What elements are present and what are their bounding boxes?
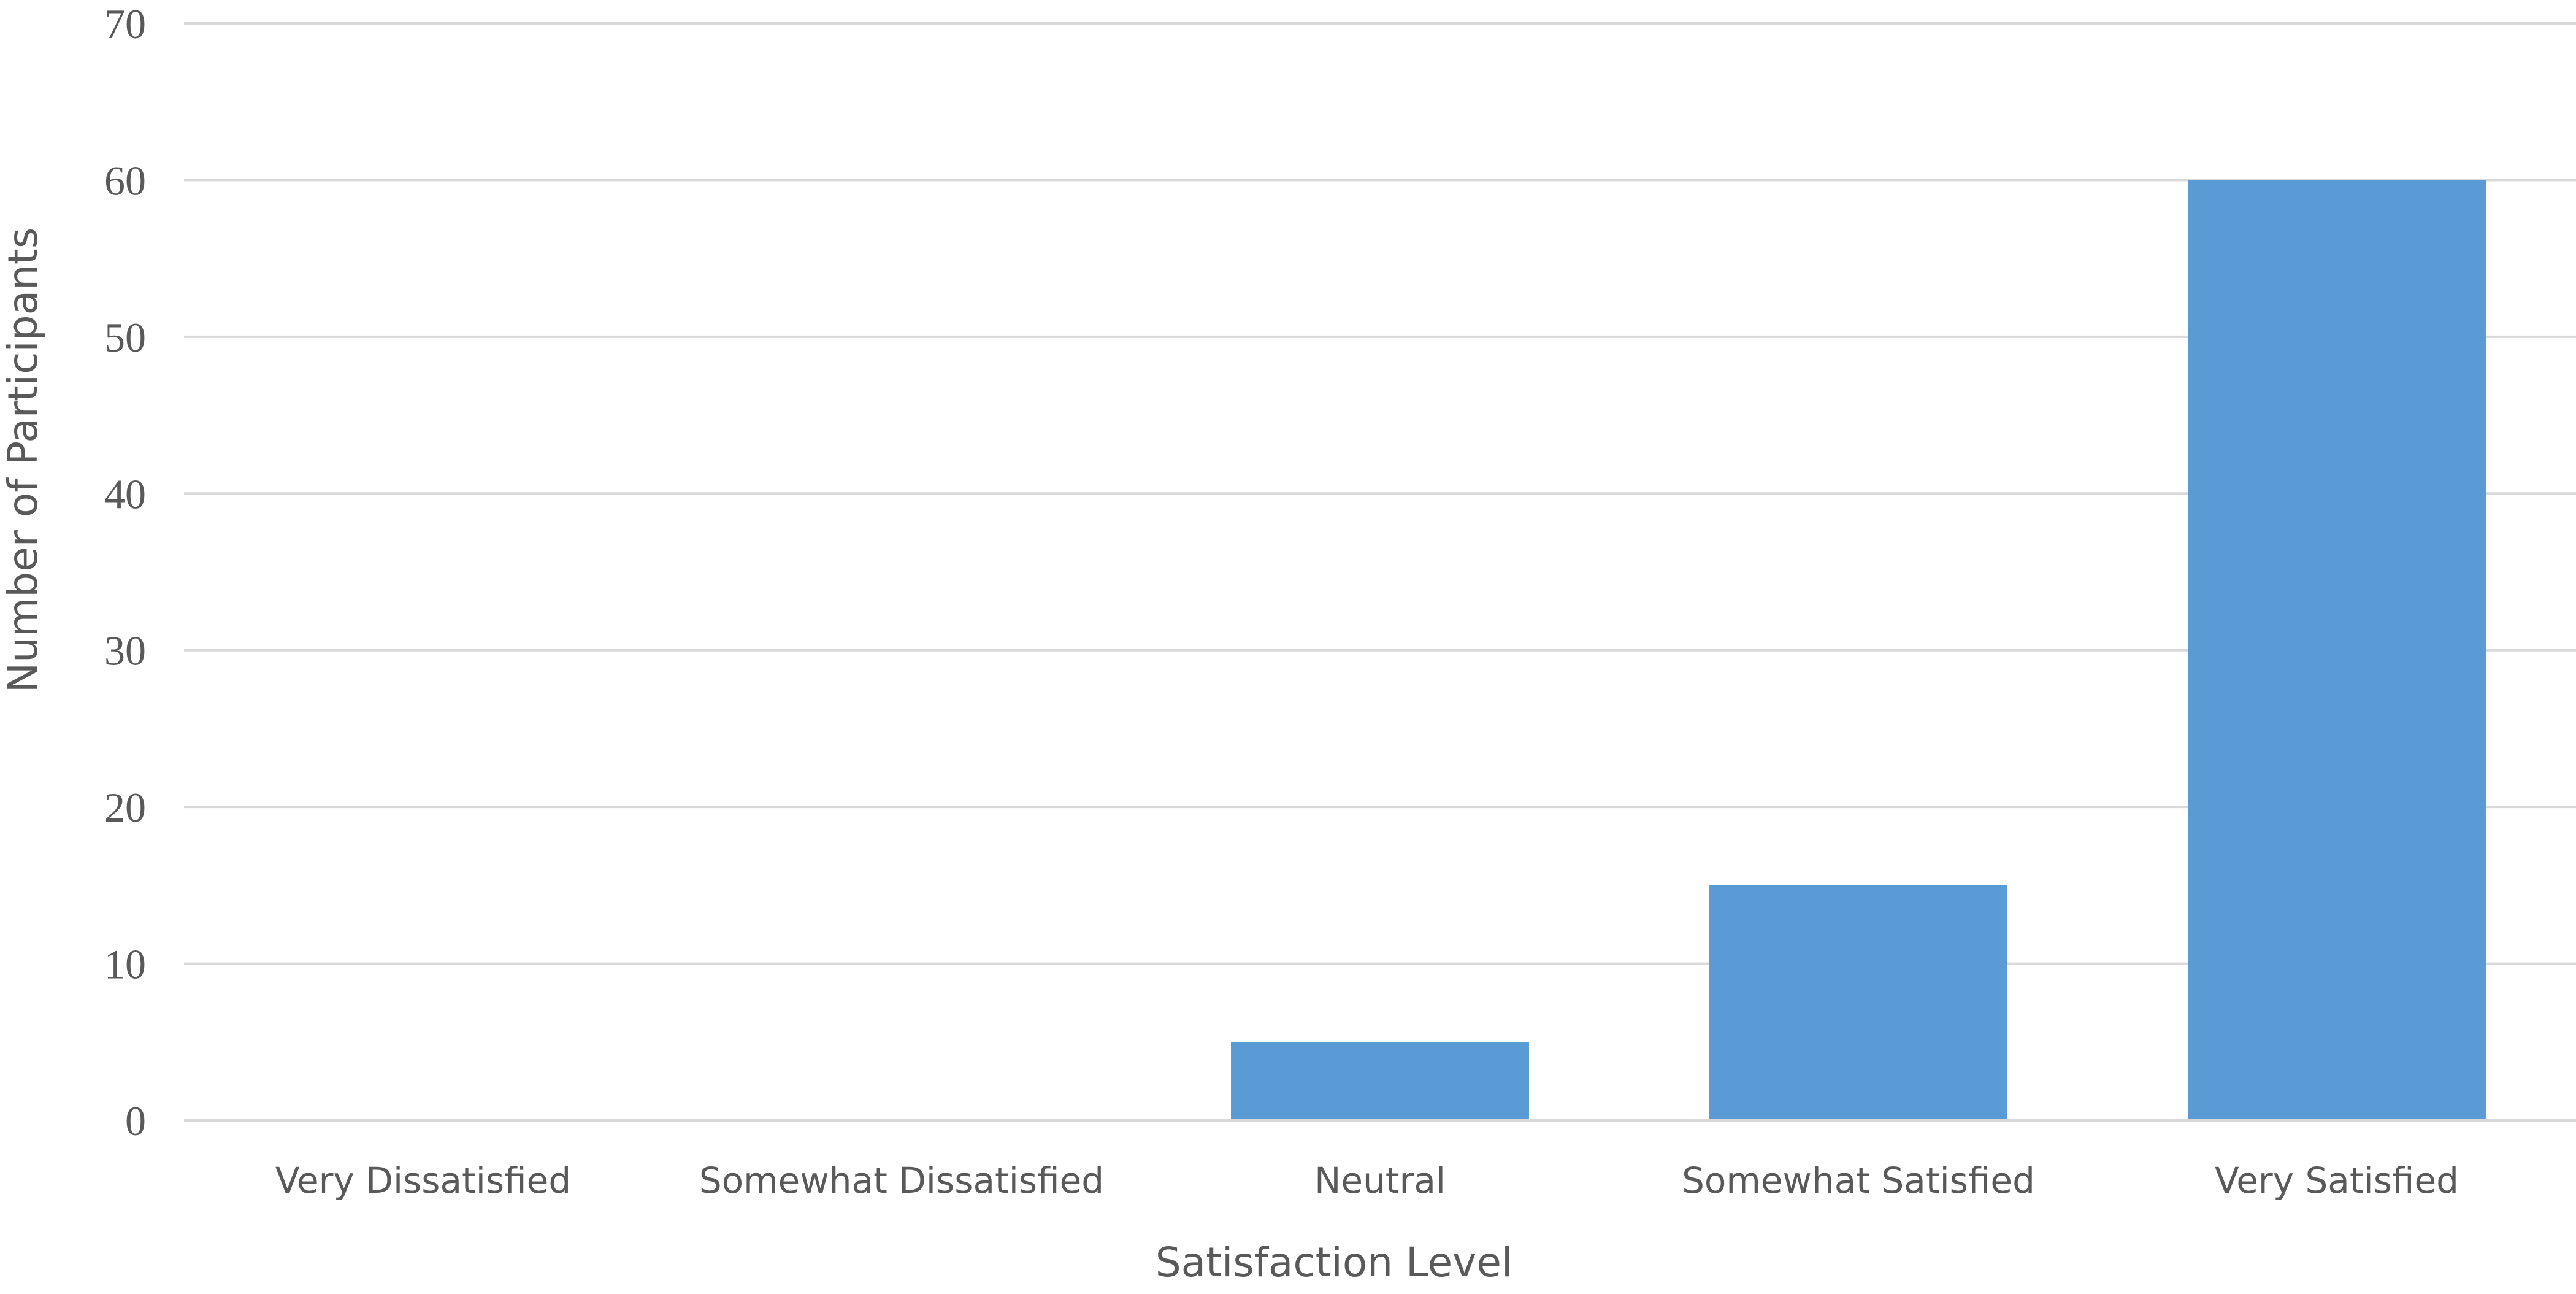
y-tick-label-50: 50 — [104, 314, 146, 361]
x-axis-tick-labels: Very Dissatisfied Somewhat Dissatisfied Ne… — [275, 1160, 2459, 1201]
y-tick-label-10: 10 — [104, 941, 146, 988]
y-tick-label-0: 0 — [125, 1098, 146, 1144]
x-tick-label-very-dissatisfied: Very Dissatisfied — [275, 1160, 571, 1201]
y-axis-tick-labels: 0 10 20 30 40 50 60 70 — [104, 1, 146, 1144]
y-tick-label-60: 60 — [104, 157, 146, 204]
bar-neutral — [1231, 1042, 1529, 1119]
y-tick-label-30: 30 — [104, 628, 146, 674]
grid-lines — [184, 22, 2576, 1122]
x-tick-label-somewhat-dissatisfied: Somewhat Dissatisfied — [699, 1160, 1104, 1201]
x-tick-label-neutral: Neutral — [1314, 1160, 1446, 1201]
x-tick-label-somewhat-satisfied: Somewhat Satisfied — [1682, 1160, 2035, 1201]
y-tick-label-20: 20 — [104, 784, 146, 831]
bar-somewhat-satisfied — [1709, 885, 2007, 1119]
y-tick-label-70: 70 — [104, 1, 146, 47]
y-tick-label-40: 40 — [104, 471, 146, 517]
bars — [1231, 180, 2486, 1119]
bar-very-satisfied — [2188, 180, 2486, 1119]
x-axis-title: Satisfaction Level — [1156, 1239, 1513, 1286]
x-tick-label-very-satisfied: Very Satisfied — [2215, 1160, 2459, 1201]
y-axis-title: Number of Participants — [0, 228, 47, 693]
